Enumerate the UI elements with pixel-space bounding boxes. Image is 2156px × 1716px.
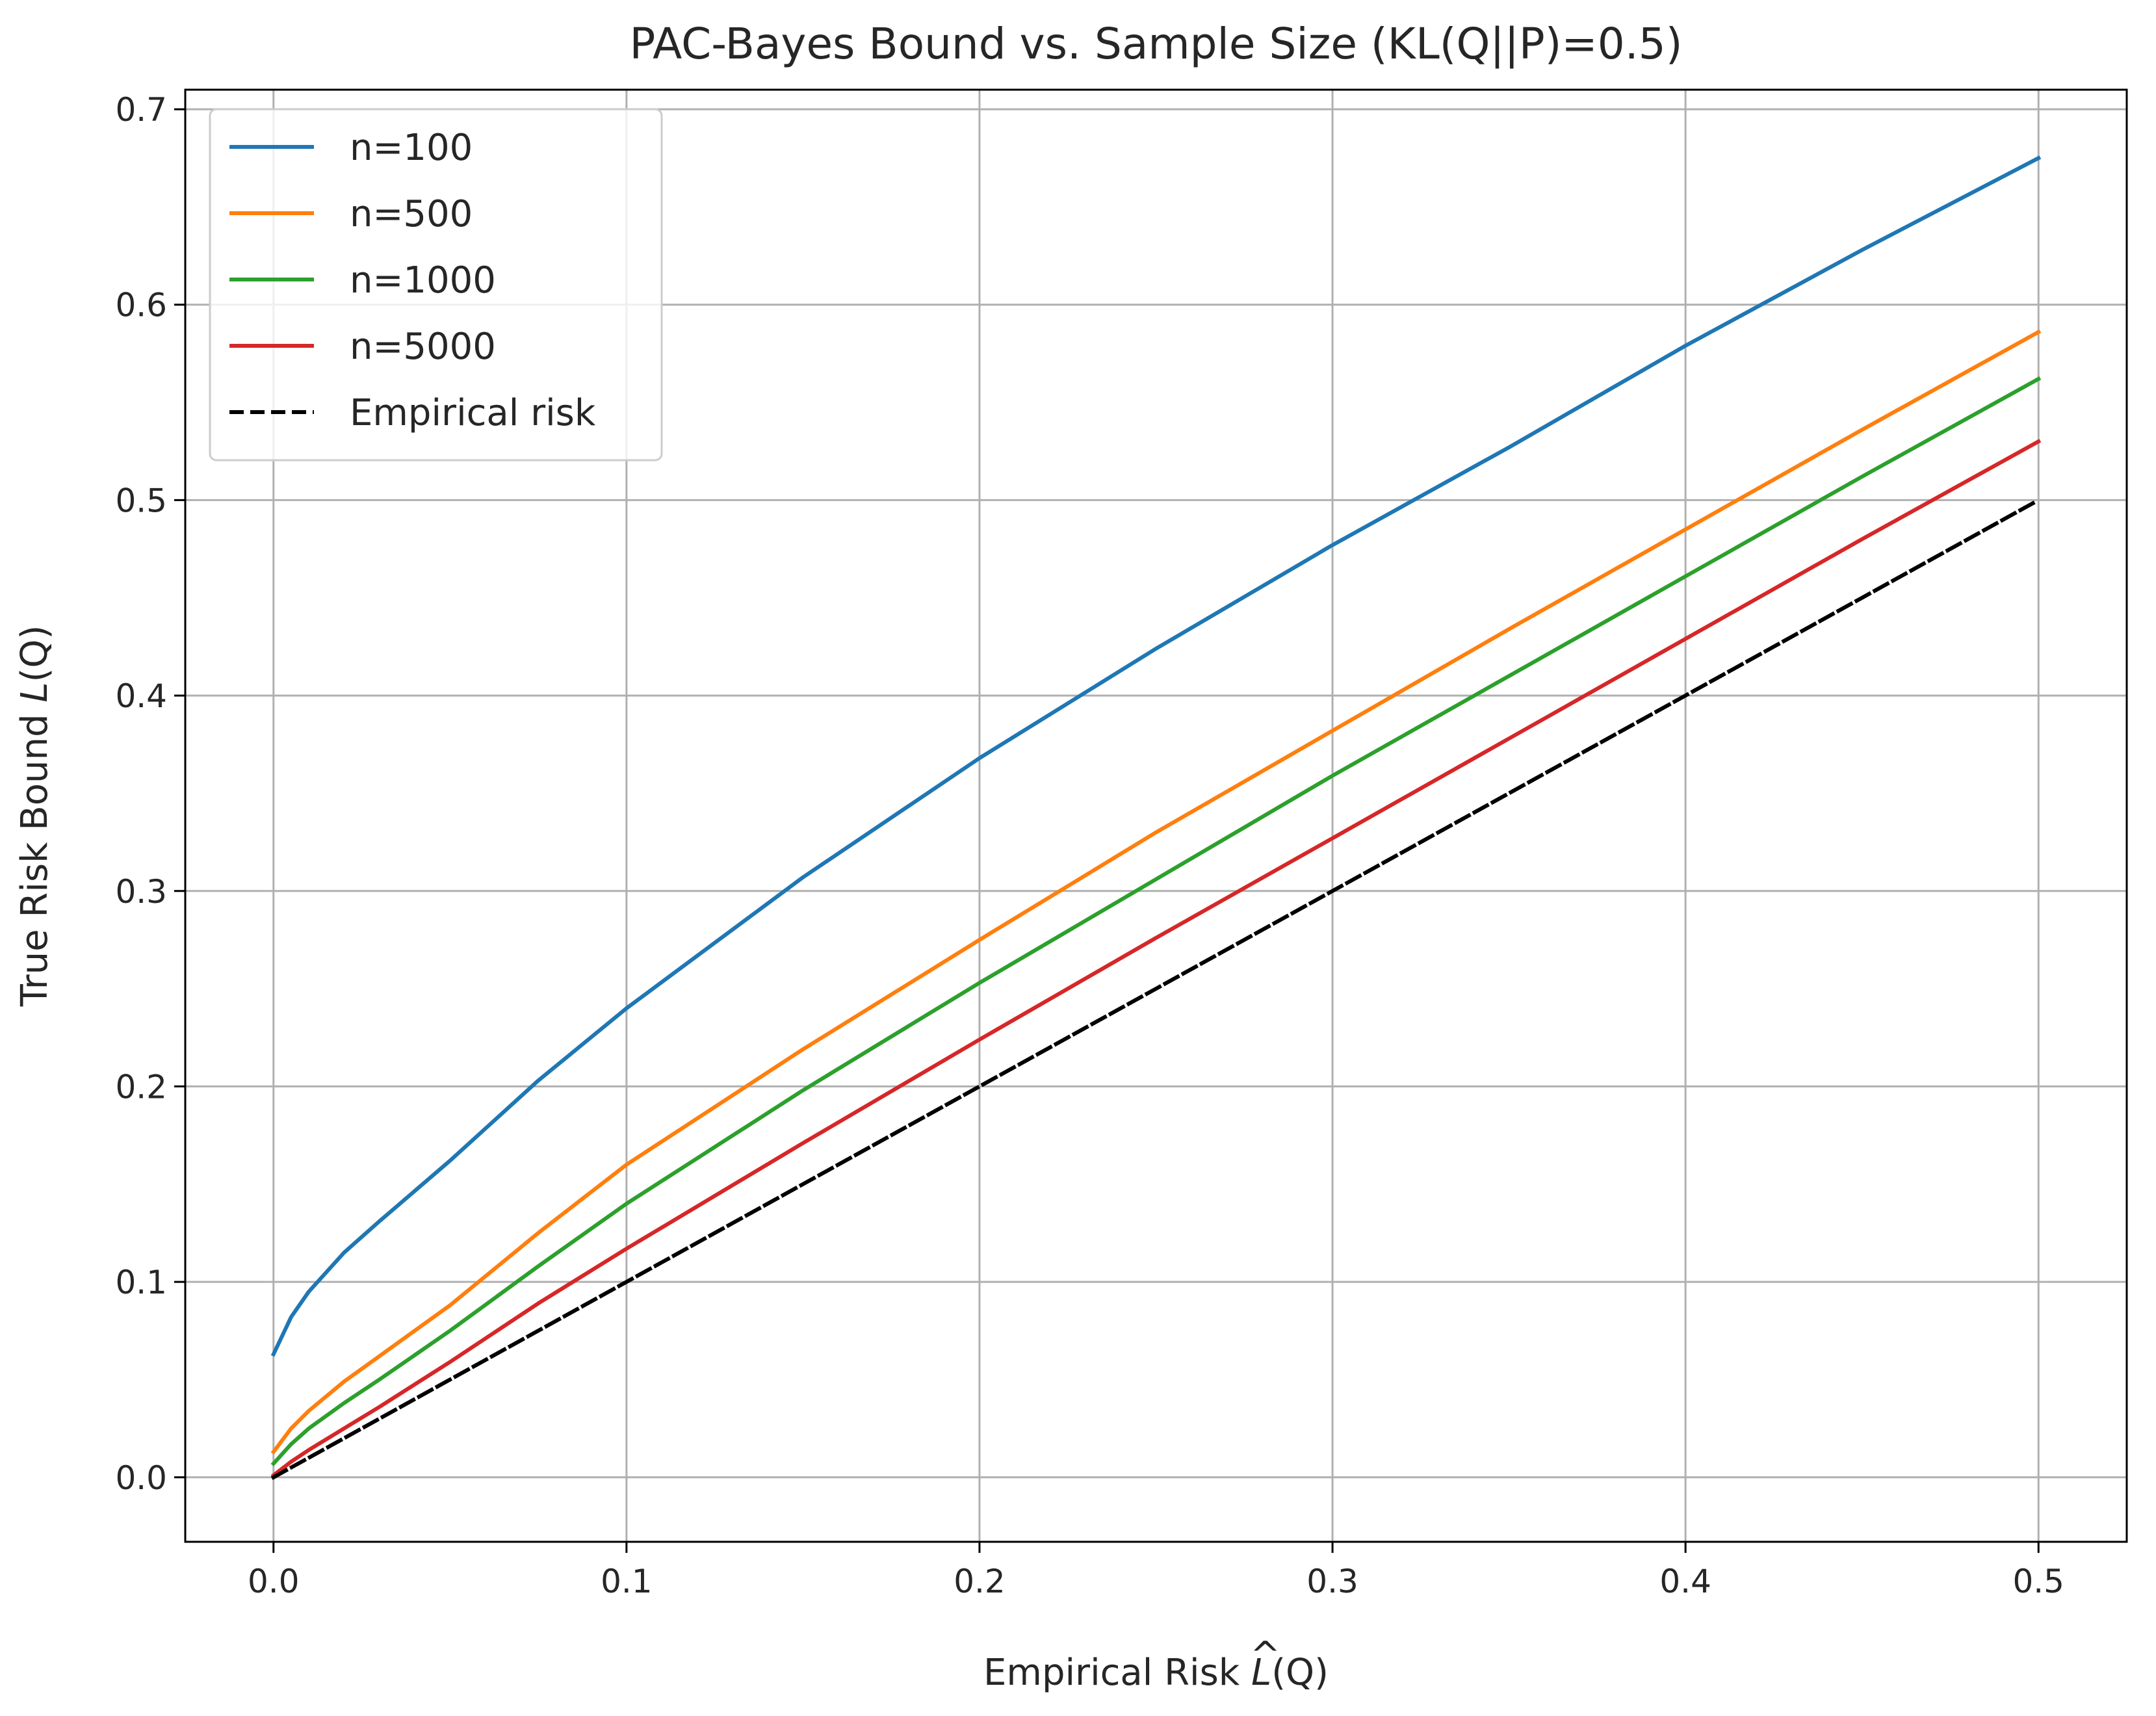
y-tick-label: 0.6 (115, 287, 167, 324)
legend-label: n=1000 (350, 259, 496, 302)
x-axis-label-hat: ^ (1250, 1634, 1280, 1676)
y-tick-label: 0.4 (115, 677, 167, 715)
x-tick-label: 0.2 (954, 1563, 1006, 1600)
legend-frame (209, 108, 663, 462)
y-tick-label: 0.7 (115, 91, 167, 129)
grid (185, 90, 2127, 1542)
x-axis-label-symbol: L (1251, 1652, 1271, 1694)
y-axis-label: True Risk Bound L(Q) (14, 625, 56, 1008)
series-lines (270, 155, 2042, 1480)
x-tick-label: 0.3 (1306, 1563, 1358, 1600)
series-line-0 (270, 155, 2042, 1357)
x-axis-label-prefix: Empirical Risk (983, 1652, 1251, 1694)
x-tick-label: 0.4 (1659, 1563, 1711, 1600)
y-axis-label-symbol: L (14, 682, 56, 702)
legend-label: n=5000 (350, 326, 496, 368)
x-axis-label: Empirical Risk L(Q) (983, 1652, 1329, 1694)
x-tick-label: 0.5 (2012, 1563, 2064, 1600)
legend-label: Empirical risk (350, 392, 596, 434)
y-tick-label: 0.0 (115, 1459, 167, 1497)
series-line-3 (270, 439, 2042, 1479)
x-axis-label-suffix: (Q) (1271, 1652, 1329, 1694)
x-tick-label: 0.0 (248, 1563, 300, 1600)
series-line-2 (270, 376, 2042, 1466)
series-line-1 (270, 329, 2042, 1455)
axis-ticks: 0.0 0.1 0.2 0.3 0.4 0.5 0.0 0.1 0.2 0.3 0.4 0.5 0.6 0… (115, 91, 2064, 1600)
plot-frame (184, 88, 2128, 1543)
x-tick-label: 0.1 (601, 1563, 653, 1600)
y-tick-label: 0.1 (115, 1264, 167, 1301)
y-tick-label: 0.5 (115, 482, 167, 519)
legend-label: n=500 (350, 193, 473, 235)
legend: n=100 n=500 n=1000 n=5000 Empirical risk (209, 108, 663, 462)
y-axis-label-prefix: True Risk Bound (14, 703, 56, 1008)
series-line-4 (270, 497, 2042, 1480)
y-tick-label: 0.2 (115, 1068, 167, 1106)
y-axis-label-suffix: (Q) (14, 625, 56, 682)
y-tick-label: 0.3 (115, 873, 167, 911)
chart-title: PAC-Bayes Bound vs. Sample Size (KL(Q||P… (630, 19, 1683, 69)
legend-label: n=100 (350, 127, 473, 169)
